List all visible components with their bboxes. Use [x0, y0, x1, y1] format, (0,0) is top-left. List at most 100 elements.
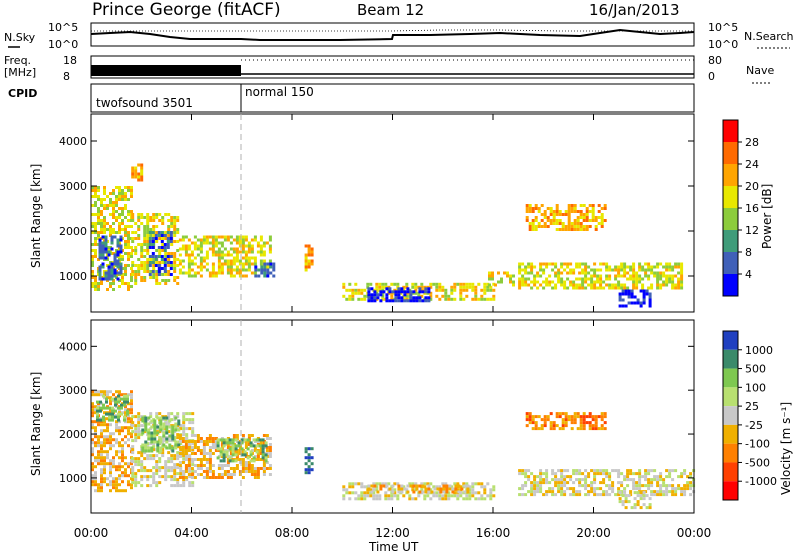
- nsearch-tick-high: 10^5: [708, 21, 738, 34]
- cpid-segment-normal: normal 150: [245, 85, 314, 99]
- power-echo-region: [131, 163, 144, 182]
- velocity-colorbar-tick: -100: [745, 438, 770, 451]
- xaxis-label: Time UT: [368, 540, 419, 554]
- power-echo-region: [618, 289, 652, 308]
- nsky-label: N.Sky: [4, 31, 36, 44]
- freq-tick-high: 18: [63, 54, 77, 67]
- velocity-colorbar-swatch: [723, 406, 738, 425]
- power-colorbar-tick: 8: [745, 246, 752, 259]
- velocity-echo-region: [525, 412, 607, 431]
- power-echo-region: [148, 231, 173, 276]
- time-tick-label: 12:00: [375, 526, 410, 540]
- velocity-colorbar-tick: 25: [745, 400, 759, 413]
- power-colorbar-tick: 20: [745, 180, 759, 193]
- freq-twofsound-block: [91, 65, 241, 76]
- velocity-ytick-label: 1000: [59, 472, 87, 485]
- power-colorbar-tick: 12: [745, 224, 759, 237]
- cpid-segment-twofsound: twofsound 3501: [96, 96, 193, 110]
- power-panel: 1000 2000 3000 4000 Slant Range [km] 28 24 20…: [29, 113, 774, 313]
- station-title: Prince George (fitACF): [92, 0, 281, 20]
- nave-tick-high: 80: [708, 54, 722, 67]
- velocity-panel: 1000 2000 3000 4000 Slant Range [km] 1000 50…: [29, 114, 793, 554]
- power-ytick-label: 4000: [59, 135, 87, 148]
- velocity-echo-region: [96, 394, 129, 422]
- power-ytick-label: 2000: [59, 225, 87, 238]
- velocity-colorbar-swatch: [723, 387, 738, 407]
- power-echo-region: [525, 204, 607, 231]
- power-echo-region: [98, 235, 123, 281]
- power-colorbar-tick: 28: [745, 136, 759, 149]
- power-colorbar-swatch: [723, 208, 738, 230]
- velocity-colorbar-tick: -500: [745, 456, 770, 469]
- velocity-echo-region: [518, 469, 696, 497]
- nsky-tick-high: 10^5: [48, 21, 78, 34]
- power-colorbar-swatch: [723, 164, 738, 186]
- time-tick-label: 04:00: [174, 526, 209, 540]
- time-tick-label: 08:00: [275, 526, 310, 540]
- nsearch-label: N.Search: [744, 30, 794, 43]
- nsky-tick-low: 10^0: [48, 38, 78, 51]
- freq-unit: [MHz]: [4, 66, 36, 79]
- power-colorbar-tick: 24: [745, 158, 759, 171]
- power-ylabel: Slant Range [km]: [29, 164, 43, 268]
- power-echo-region: [91, 186, 133, 291]
- nsearch-tick-low: 10^0: [708, 38, 738, 51]
- cpid-label: CPID: [8, 87, 37, 100]
- velocity-echo-region: [141, 416, 181, 453]
- power-echo-region: [254, 262, 276, 278]
- power-colorbar-tick: 16: [745, 202, 759, 215]
- power-echo-region: [518, 262, 684, 290]
- power-colorbar: 28 24 20 16 12 8 4: [722, 119, 759, 297]
- velocity-colorbar-label: Velocity [m s⁻¹]: [779, 402, 793, 495]
- nsky-trace: [90, 28, 695, 41]
- velocity-ytick-label: 2000: [59, 428, 87, 441]
- freq-label: Freq.: [4, 54, 31, 67]
- velocity-colorbar-swatch: [723, 481, 738, 500]
- velocity-colorbar-swatch: [723, 368, 738, 388]
- velocity-echo-region: [618, 491, 652, 510]
- velocity-colorbar-swatch: [723, 443, 738, 463]
- power-echo-region: [178, 235, 272, 278]
- power-colorbar-swatch: [723, 230, 738, 252]
- time-x-axis: 00:00 04:00 08:00 12:00 16:00 20:00 00:00: [74, 114, 712, 540]
- velocity-colorbar-tick: -1000: [745, 475, 777, 488]
- time-tick-label: 16:00: [476, 526, 511, 540]
- time-tick-label: 00:00: [677, 526, 712, 540]
- beam-title: Beam 12: [357, 1, 424, 19]
- velocity-colorbar-swatch: [723, 331, 738, 350]
- nave-tick-low: 0: [708, 70, 715, 83]
- freq-panel: Freq. [MHz] 18 8 80 0 Nave: [4, 54, 774, 84]
- power-colorbar-label: Power [dB]: [760, 184, 774, 249]
- date-title: 16/Jan/2013: [589, 1, 680, 19]
- nave-label: Nave: [746, 64, 774, 77]
- velocity-echo-region: [367, 484, 470, 494]
- velocity-ytick-label: 4000: [59, 340, 87, 353]
- velocity-echo-region: [91, 390, 133, 493]
- velocity-echo-layer: [91, 390, 696, 510]
- velocity-colorbar-swatch: [723, 424, 738, 444]
- cpid-panel: CPID twofsound 3501 normal 150: [8, 83, 695, 113]
- power-echo-region: [488, 271, 515, 287]
- power-colorbar-swatch: [723, 142, 738, 164]
- power-ytick-label: 1000: [59, 270, 87, 283]
- velocity-echo-region: [304, 447, 314, 475]
- nsearch-trace: [91, 29, 694, 32]
- velocity-ytick-label: 3000: [59, 384, 87, 397]
- power-y-axis: 1000 2000 3000 4000: [59, 135, 694, 283]
- power-echo-layer: [91, 163, 684, 308]
- power-echo-region: [367, 287, 431, 303]
- velocity-colorbar-swatch: [723, 462, 738, 482]
- velocity-ylabel: Slant Range [km]: [29, 372, 43, 476]
- power-echo-region: [304, 244, 314, 272]
- power-colorbar-swatch: [723, 186, 738, 208]
- time-tick-label: 20:00: [576, 526, 611, 540]
- velocity-echo-region: [216, 438, 268, 463]
- velocity-colorbar-tick: 100: [745, 381, 766, 394]
- freq-tick-low: 8: [63, 70, 70, 83]
- velocity-y-axis: 1000 2000 3000 4000: [59, 340, 694, 485]
- velocity-colorbar-swatch: [723, 349, 738, 369]
- power-colorbar-swatch: [723, 274, 738, 296]
- nsky-panel: N.Sky 10^5 10^0 10^5 10^0 N.Search: [4, 21, 794, 51]
- time-tick-label: 00:00: [74, 526, 109, 540]
